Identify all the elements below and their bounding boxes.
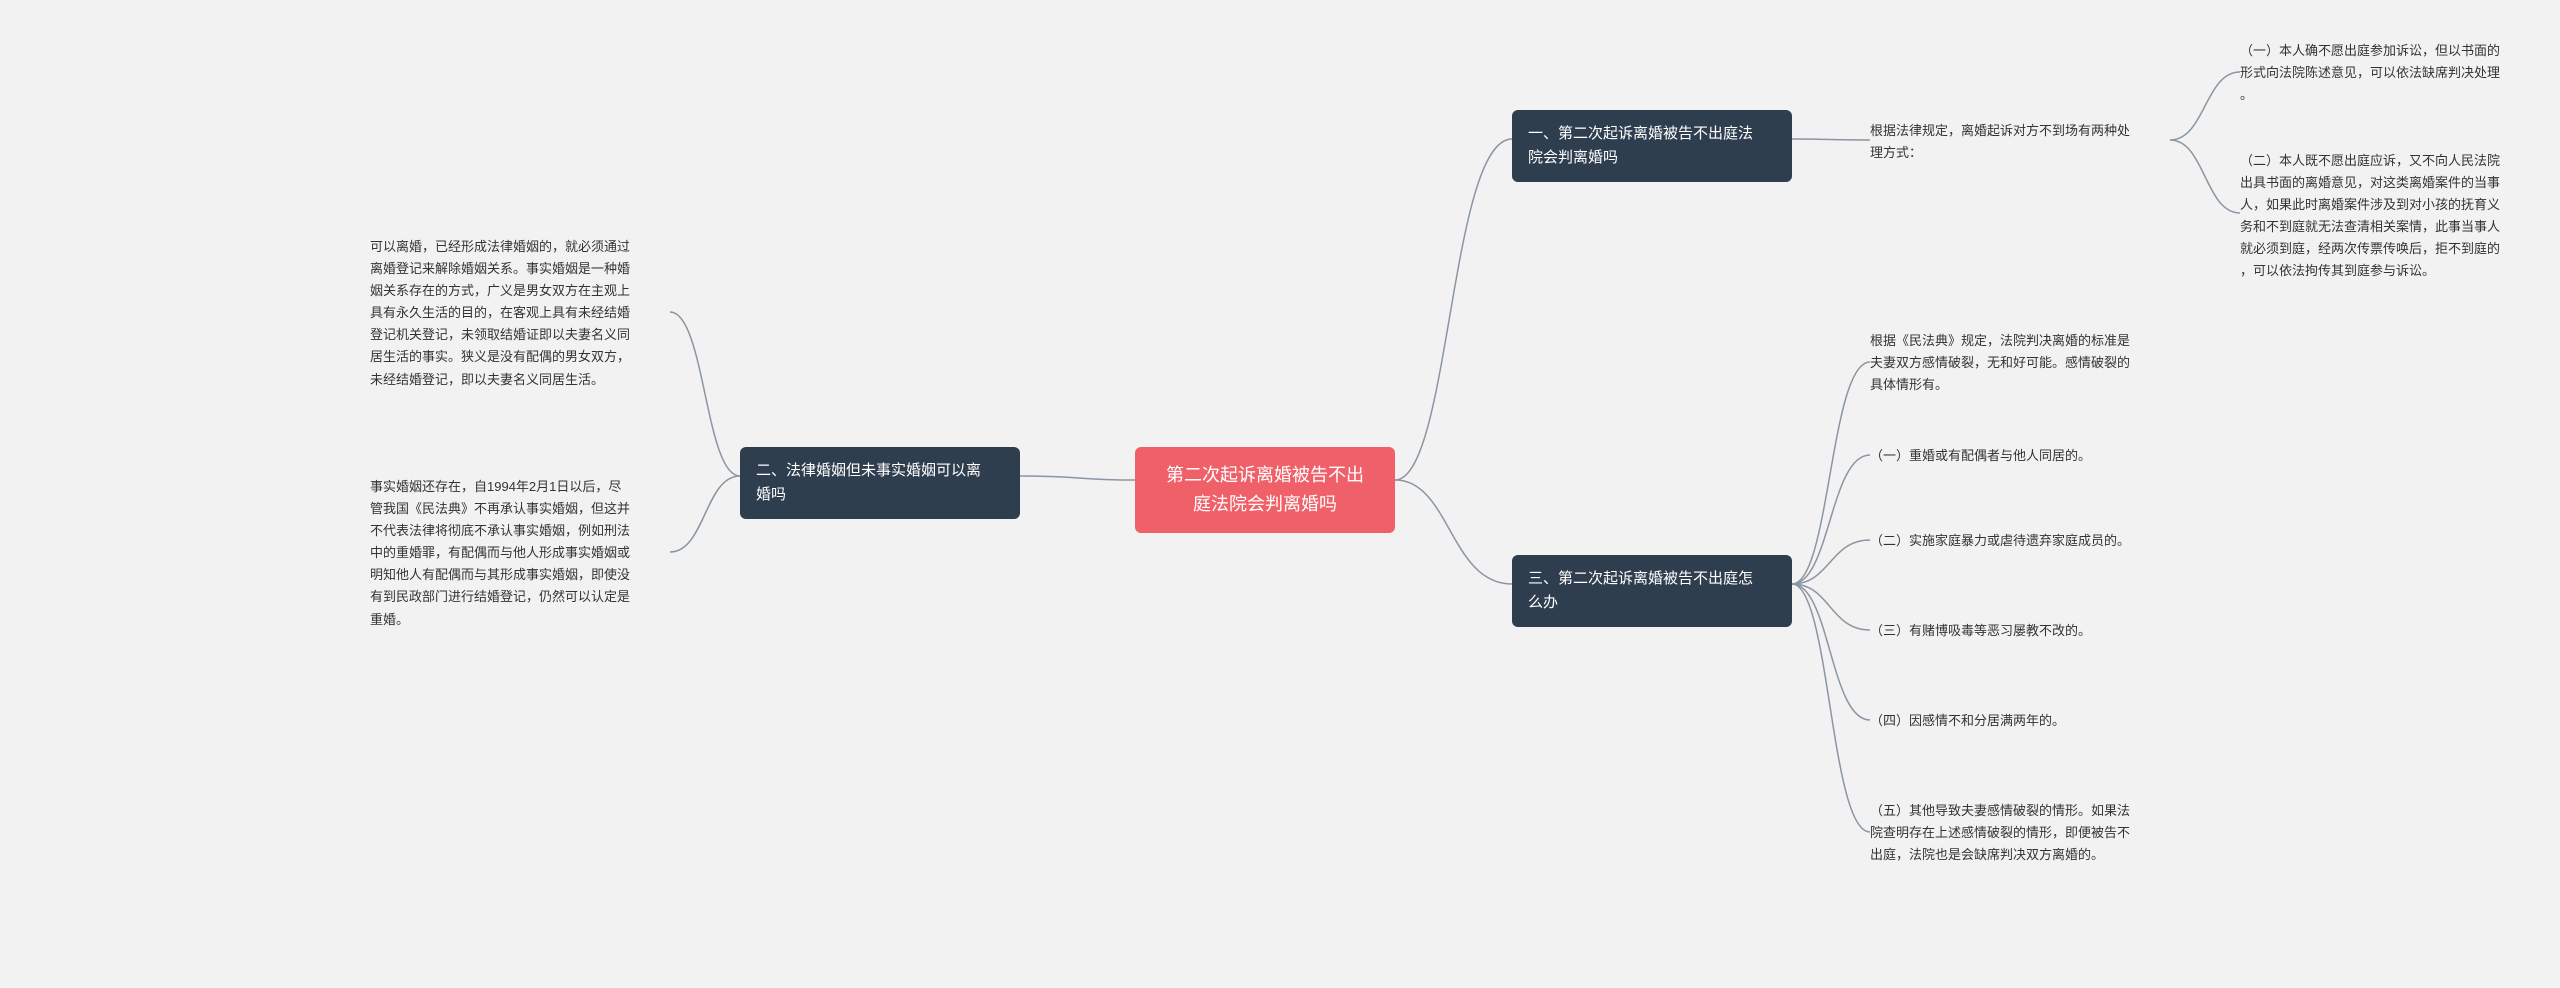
branch-3[interactable]: 三、第二次起诉离婚被告不出庭怎么办 <box>1512 555 1792 627</box>
branch-2[interactable]: 二、法律婚姻但未事实婚姻可以离婚吗 <box>740 447 1020 519</box>
branch-3-text: 三、第二次起诉离婚被告不出庭怎么办 <box>1528 570 1753 611</box>
branch-1-leaf-1: （一）本人确不愿出庭参加诉讼，但以书面的形式向法院陈述意见，可以依法缺席判决处理… <box>2240 40 2540 106</box>
root-text: 第二次起诉离婚被告不出庭法院会判离婚吗 <box>1166 465 1364 514</box>
branch-3-leaf-1: （一）重婚或有配偶者与他人同居的。 <box>1870 445 2170 467</box>
branch-2-leaf-2: 事实婚姻还存在，自1994年2月1日以后，尽管我国《民法典》不再承认事实婚姻，但… <box>370 476 670 631</box>
branch-1-leaf-2: （二）本人既不愿出庭应诉，又不向人民法院出具书面的离婚意见，对这类离婚案件的当事… <box>2240 150 2540 283</box>
root-node[interactable]: 第二次起诉离婚被告不出庭法院会判离婚吗 <box>1135 447 1395 533</box>
branch-3-leaf-0: 根据《民法典》规定，法院判决离婚的标准是夫妻双方感情破裂，无和好可能。感情破裂的… <box>1870 330 2170 396</box>
branch-1-sub: 根据法律规定，离婚起诉对方不到场有两种处理方式： <box>1870 120 2170 164</box>
branch-3-leaf-3: （三）有赌博吸毒等恶习屡教不改的。 <box>1870 620 2170 642</box>
branch-1[interactable]: 一、第二次起诉离婚被告不出庭法院会判离婚吗 <box>1512 110 1792 182</box>
branch-2-text: 二、法律婚姻但未事实婚姻可以离婚吗 <box>756 462 981 503</box>
mindmap-canvas: 第二次起诉离婚被告不出庭法院会判离婚吗 一、第二次起诉离婚被告不出庭法院会判离婚… <box>0 0 2560 988</box>
branch-3-leaf-5: （五）其他导致夫妻感情破裂的情形。如果法院查明存在上述感情破裂的情形，即便被告不… <box>1870 800 2170 866</box>
branch-1-text: 一、第二次起诉离婚被告不出庭法院会判离婚吗 <box>1528 125 1753 166</box>
branch-3-leaf-4: （四）因感情不和分居满两年的。 <box>1870 710 2170 732</box>
branch-2-leaf-1: 可以离婚，已经形成法律婚姻的，就必须通过离婚登记来解除婚姻关系。事实婚姻是一种婚… <box>370 236 670 391</box>
branch-3-leaf-2: （二）实施家庭暴力或虐待遗弃家庭成员的。 <box>1870 530 2170 552</box>
